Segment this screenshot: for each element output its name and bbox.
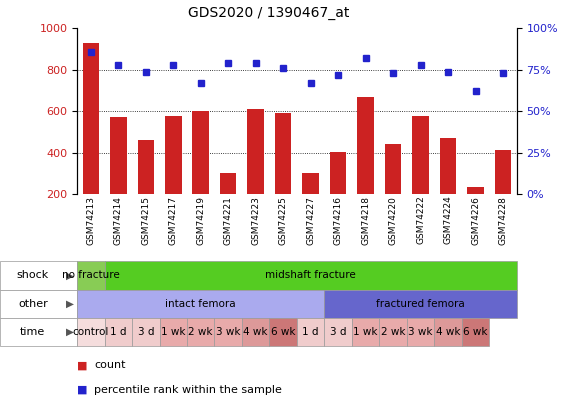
Text: GSM74219: GSM74219 xyxy=(196,196,205,245)
Bar xyxy=(192,111,209,194)
Text: intact femora: intact femora xyxy=(166,299,236,309)
Bar xyxy=(83,43,99,194)
Bar xyxy=(412,115,429,194)
Text: GSM74221: GSM74221 xyxy=(224,196,233,245)
Text: 4 wk: 4 wk xyxy=(436,327,460,337)
Text: midshaft fracture: midshaft fracture xyxy=(266,271,356,280)
Bar xyxy=(138,141,154,194)
Text: 2 wk: 2 wk xyxy=(188,327,213,337)
Text: 6 wk: 6 wk xyxy=(463,327,488,337)
Text: ▶: ▶ xyxy=(66,271,74,280)
Text: GSM74227: GSM74227 xyxy=(306,196,315,245)
Text: control: control xyxy=(73,327,109,337)
Text: 3 wk: 3 wk xyxy=(216,327,240,337)
Text: GSM74228: GSM74228 xyxy=(498,196,508,245)
Text: 3 d: 3 d xyxy=(330,327,347,337)
Text: 3 d: 3 d xyxy=(138,327,154,337)
Text: 1 d: 1 d xyxy=(110,327,127,337)
Text: ▶: ▶ xyxy=(66,327,74,337)
Bar xyxy=(247,109,264,194)
Text: other: other xyxy=(18,299,48,309)
Bar xyxy=(275,113,291,194)
Text: shock: shock xyxy=(17,271,49,280)
Text: GSM74214: GSM74214 xyxy=(114,196,123,245)
Text: GSM74215: GSM74215 xyxy=(141,196,150,245)
Bar xyxy=(220,173,236,194)
Text: GSM74218: GSM74218 xyxy=(361,196,370,245)
Text: count: count xyxy=(94,360,126,371)
Text: GSM74217: GSM74217 xyxy=(169,196,178,245)
Bar xyxy=(330,152,347,194)
Text: GSM74226: GSM74226 xyxy=(471,196,480,245)
Bar xyxy=(494,150,511,194)
Text: GSM74213: GSM74213 xyxy=(86,196,95,245)
Text: GSM74216: GSM74216 xyxy=(333,196,343,245)
Text: ■: ■ xyxy=(77,385,87,395)
Text: GDS2020 / 1390467_at: GDS2020 / 1390467_at xyxy=(188,6,349,20)
Text: ▶: ▶ xyxy=(66,299,74,309)
Text: time: time xyxy=(20,327,46,337)
Text: GSM74222: GSM74222 xyxy=(416,196,425,245)
Bar xyxy=(110,117,127,194)
Text: 1 d: 1 d xyxy=(303,327,319,337)
Text: GSM74225: GSM74225 xyxy=(279,196,288,245)
Bar xyxy=(303,173,319,194)
Text: GSM74224: GSM74224 xyxy=(444,196,453,245)
Text: 4 wk: 4 wk xyxy=(243,327,268,337)
Text: 6 wk: 6 wk xyxy=(271,327,295,337)
Bar xyxy=(357,97,374,194)
Text: 1 wk: 1 wk xyxy=(353,327,378,337)
Text: 2 wk: 2 wk xyxy=(381,327,405,337)
Bar xyxy=(165,115,182,194)
Text: ■: ■ xyxy=(77,360,87,371)
Text: fractured femora: fractured femora xyxy=(376,299,465,309)
Bar xyxy=(467,187,484,194)
Text: GSM74223: GSM74223 xyxy=(251,196,260,245)
Bar xyxy=(385,143,401,194)
Text: 1 wk: 1 wk xyxy=(161,327,186,337)
Text: no fracture: no fracture xyxy=(62,271,120,280)
Text: 3 wk: 3 wk xyxy=(408,327,433,337)
Text: percentile rank within the sample: percentile rank within the sample xyxy=(94,385,282,395)
Text: GSM74220: GSM74220 xyxy=(389,196,397,245)
Bar xyxy=(440,139,456,194)
